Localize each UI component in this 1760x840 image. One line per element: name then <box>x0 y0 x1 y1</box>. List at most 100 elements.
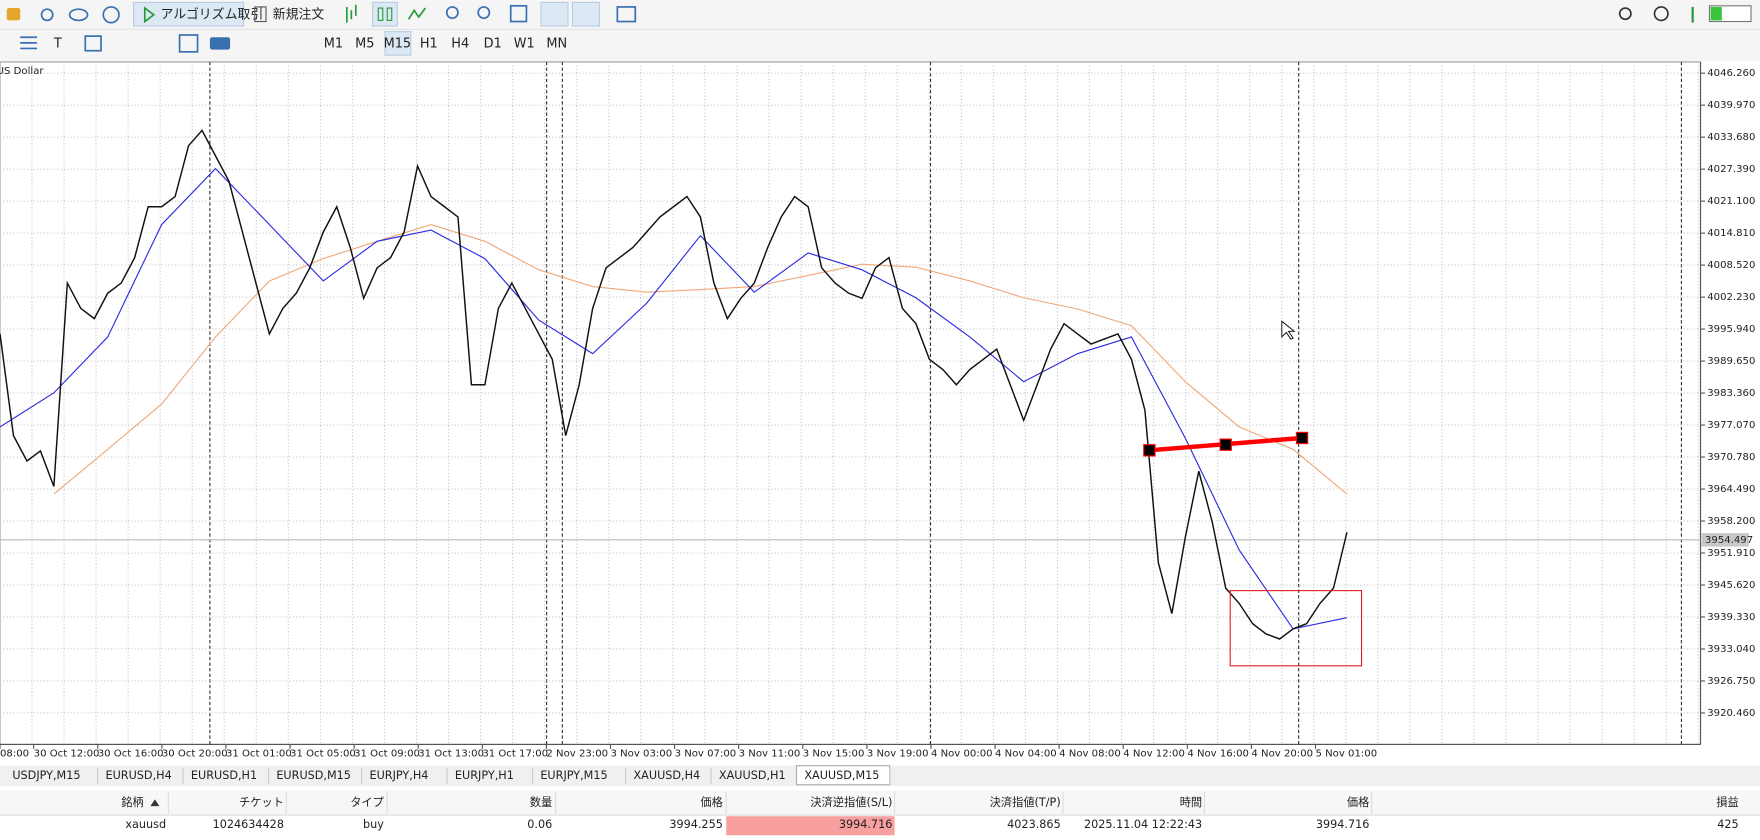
chart-tab[interactable]: XAUUSD,H1 <box>719 769 786 782</box>
candle-icon <box>386 7 393 21</box>
timeframe-button[interactable]: M15 <box>384 36 412 51</box>
y-tick-label: 4039.970 <box>1707 100 1755 111</box>
y-tick-label: 3964.490 <box>1707 484 1755 495</box>
x-tick-label: 31 Oct 17:00 <box>482 748 548 759</box>
timeframe-button[interactable]: M5 <box>355 36 374 51</box>
grid-icon[interactable] <box>509 4 528 23</box>
line-chart-icon[interactable] <box>407 7 427 20</box>
x-tick-label: 3 Nov 11:00 <box>739 748 801 759</box>
y-tick-label: 3951.910 <box>1707 548 1755 559</box>
y-tick-label: 3939.330 <box>1707 612 1755 623</box>
column-header[interactable]: 時間 <box>1180 796 1202 809</box>
column-header[interactable]: タイプ <box>350 796 384 809</box>
algo-button[interactable] <box>133 1 245 27</box>
x-tick-label: 30 Oct 16:00 <box>98 748 164 759</box>
text-tool[interactable]: T <box>53 36 62 51</box>
bar-chart-icon[interactable] <box>345 4 357 23</box>
signal-icon[interactable] <box>40 8 54 22</box>
x-tick-label: 5 Nov 01:00 <box>1316 748 1378 759</box>
x-tick-label: 4 Nov 20:00 <box>1251 748 1313 759</box>
lock-icon[interactable] <box>6 8 21 21</box>
autoscroll-button[interactable] <box>571 1 600 27</box>
column-header[interactable]: チケット <box>239 796 284 809</box>
symbol-label: US Dollar <box>0 66 44 77</box>
price-series <box>53 223 1348 495</box>
timeframe-button[interactable]: H4 <box>451 36 469 51</box>
y-tick-label: 3926.750 <box>1707 676 1755 687</box>
chart-tab[interactable]: EURUSD,M15 <box>276 769 351 782</box>
x-tick-label: 31 Oct 13:00 <box>418 748 484 759</box>
y-tick-label: 3933.040 <box>1707 644 1755 655</box>
rect-tool[interactable] <box>84 35 102 52</box>
column-header[interactable]: 決済指値(T/P) <box>990 795 1061 809</box>
x-tick-label: 08:00 <box>0 748 29 759</box>
screenshot-icon[interactable] <box>616 6 637 23</box>
y-tick-label: 3989.650 <box>1707 356 1755 367</box>
zoom-in-icon[interactable] <box>445 6 459 20</box>
current-price-label: 3954.497 <box>1705 535 1753 546</box>
chart-tab[interactable]: EURUSD,H1 <box>191 769 257 782</box>
rectangle-object[interactable] <box>1229 590 1363 667</box>
new-order-label[interactable]: 新規注文 <box>273 6 325 22</box>
x-tick-label: 31 Oct 01:00 <box>226 748 292 759</box>
timeframe-button[interactable]: M1 <box>324 36 343 51</box>
column-header[interactable]: 価格 <box>1347 795 1369 809</box>
timeframe-button[interactable]: W1 <box>514 36 535 51</box>
x-tick-label: 3 Nov 03:00 <box>611 748 673 759</box>
algo-button-label: アルゴリズム取引 <box>161 6 264 22</box>
x-tick-label: 31 Oct 09:00 <box>354 748 420 759</box>
zoom-out-icon[interactable] <box>477 6 491 20</box>
column-header[interactable]: 決済逆指値(S/L) <box>810 795 892 809</box>
play-icon <box>143 6 156 24</box>
x-tick-label: 2 Nov 23:00 <box>546 748 608 759</box>
table-cell: 3994.716 <box>1316 818 1370 831</box>
y-tick-label: 4021.100 <box>1707 196 1755 207</box>
table-cell: 3994.255 <box>669 818 723 831</box>
price-series <box>0 129 1348 640</box>
y-tick-label: 3995.940 <box>1707 324 1755 335</box>
x-tick-label: 4 Nov 08:00 <box>1059 748 1121 759</box>
cloud-icon[interactable] <box>68 8 89 22</box>
current-price-tag <box>1701 533 1749 547</box>
column-header[interactable]: 銘柄 <box>121 795 143 809</box>
chart-tab[interactable]: EURJPY,H1 <box>455 769 514 782</box>
shift-button[interactable] <box>540 1 569 27</box>
table-cell: 425 <box>1717 818 1738 831</box>
table-cell: 2025.11.04 12:22:43 <box>1084 818 1202 831</box>
chart-tab[interactable]: EURUSD,H4 <box>106 769 172 782</box>
y-tick-label: 4027.390 <box>1707 164 1755 175</box>
column-header[interactable]: 損益 <box>1716 795 1738 809</box>
chart-tab[interactable]: EURJPY,M15 <box>540 769 607 782</box>
column-header[interactable]: 数量 <box>530 796 552 809</box>
column-header[interactable]: 価格 <box>700 795 722 809</box>
indicator-tool[interactable] <box>178 34 199 53</box>
x-tick-label: 31 Oct 05:00 <box>290 748 356 759</box>
y-tick-label: 4014.810 <box>1707 228 1755 239</box>
trend-handle[interactable] <box>1219 438 1232 451</box>
chart-tab[interactable]: XAUUSD,M15 <box>804 769 879 782</box>
chart-tab[interactable]: USDJPY,M15 <box>12 769 80 782</box>
candle-button[interactable] <box>372 1 398 27</box>
chart-tab[interactable]: EURJPY,H4 <box>370 769 429 782</box>
chart-tab[interactable]: XAUUSD,H4 <box>634 769 701 782</box>
timeframe-button[interactable]: MN <box>546 36 567 51</box>
mouse-cursor <box>1281 320 1296 340</box>
hlines-tool[interactable] <box>20 36 38 50</box>
battery-level <box>1710 6 1722 21</box>
account-icon[interactable] <box>1653 6 1669 22</box>
table-cell: 0.06 <box>527 818 552 831</box>
x-tick-label: 3 Nov 15:00 <box>803 748 865 759</box>
toolbar-bg <box>0 0 1760 61</box>
ok-tool[interactable] <box>209 37 231 50</box>
search-icon[interactable] <box>1618 7 1632 21</box>
market-icon[interactable] <box>102 6 120 24</box>
table-cell: 3994.716 <box>839 818 893 831</box>
y-tick-label: 3970.780 <box>1707 452 1755 463</box>
table-cell: 1024634428 <box>213 818 284 831</box>
timeframe-button[interactable]: D1 <box>484 36 502 51</box>
y-tick-label: 4008.520 <box>1707 260 1755 271</box>
trend-handle[interactable] <box>1143 444 1156 457</box>
trend-handle[interactable] <box>1295 431 1309 445</box>
timeframe-button[interactable]: H1 <box>420 36 438 51</box>
